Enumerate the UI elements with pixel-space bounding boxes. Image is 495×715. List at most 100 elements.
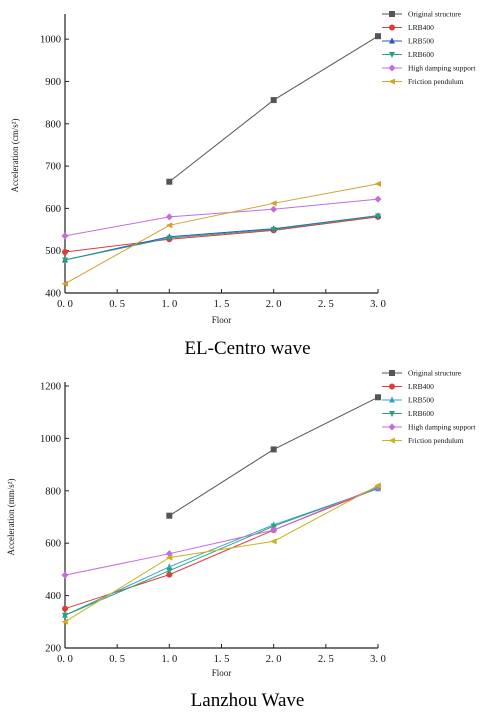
series-line-1 bbox=[64, 216, 379, 253]
data-point bbox=[166, 571, 173, 578]
chart-el-centro: 0. 0 0. 5 1. 0 1. 5 2. 0 2. 5 3. 0 400 500 600 700… bbox=[10, 10, 476, 326]
y-tick-label: 400 bbox=[45, 289, 61, 300]
legend-marker bbox=[388, 78, 395, 85]
data-point bbox=[270, 200, 277, 207]
data-point bbox=[61, 280, 68, 287]
data-point bbox=[62, 612, 68, 619]
legend-label: LRB400 bbox=[408, 23, 434, 32]
legend-marker bbox=[389, 370, 395, 376]
data-point bbox=[270, 205, 278, 213]
y-tick-label: 700 bbox=[45, 162, 61, 173]
data-point bbox=[375, 394, 381, 401]
legend-marker bbox=[389, 11, 395, 17]
chart-caption-el-centro: EL-Centro wave bbox=[184, 338, 311, 359]
x-tick-label: 3. 0 bbox=[370, 299, 386, 310]
y-tick-label: 1200 bbox=[40, 382, 61, 393]
x-tick-label: 1. 5 bbox=[214, 299, 230, 310]
data-point bbox=[166, 512, 173, 519]
series-line-4 bbox=[64, 486, 379, 576]
series-line-2 bbox=[64, 215, 379, 261]
y-tick-label: 600 bbox=[45, 539, 61, 550]
legend-label: High damping support bbox=[408, 64, 476, 73]
data-point bbox=[375, 33, 381, 40]
legend-label: Friction pendulum bbox=[408, 436, 464, 445]
legend-marker bbox=[389, 52, 395, 58]
data-point bbox=[62, 605, 68, 612]
x-tick-label: 2. 0 bbox=[266, 299, 282, 310]
legend-label: LRB600 bbox=[408, 409, 434, 418]
data-point bbox=[166, 568, 173, 575]
legend-label: LRB600 bbox=[408, 50, 434, 59]
data-point bbox=[270, 97, 277, 104]
x-tick-label: 1. 0 bbox=[161, 299, 177, 310]
legend-label: High damping support bbox=[408, 423, 476, 432]
series-line-3 bbox=[64, 487, 379, 616]
series-line-0 bbox=[169, 35, 379, 183]
series-line-5 bbox=[64, 485, 379, 623]
x-tick-label: 3. 0 bbox=[370, 654, 386, 665]
data-point bbox=[374, 180, 381, 187]
legend-marker bbox=[389, 396, 395, 403]
x-axis-label: Floor bbox=[212, 315, 232, 325]
data-point bbox=[166, 235, 173, 242]
chart-caption-lanzhou: Lanzhou Wave bbox=[190, 690, 305, 711]
x-tick-label: 1. 0 bbox=[161, 654, 177, 665]
data-point bbox=[165, 222, 173, 229]
legend-marker bbox=[388, 64, 396, 72]
legend-marker bbox=[389, 383, 395, 390]
data-point bbox=[270, 538, 277, 545]
y-tick-label: 600 bbox=[45, 204, 61, 215]
data-point bbox=[270, 526, 278, 534]
legend-marker bbox=[388, 423, 396, 431]
series-line-1 bbox=[64, 487, 379, 610]
data-point bbox=[166, 178, 173, 185]
data-point bbox=[375, 213, 381, 220]
legend-label: LRB500 bbox=[408, 396, 434, 405]
x-axis-label: Floor bbox=[212, 668, 232, 678]
legend-label: LRB500 bbox=[408, 37, 434, 46]
legend-label: Original structure bbox=[408, 10, 462, 19]
x-tick-label: 0. 0 bbox=[57, 654, 73, 665]
x-tick-label: 0. 0 bbox=[57, 299, 73, 310]
data-point bbox=[270, 446, 277, 453]
data-point bbox=[166, 563, 173, 570]
legend-label: Original structure bbox=[408, 369, 462, 378]
x-tick-label: 1. 5 bbox=[214, 654, 230, 665]
data-point bbox=[61, 618, 68, 625]
y-tick-label: 200 bbox=[45, 644, 61, 655]
y-axis-label: Acceleration (cm/s²) bbox=[10, 119, 20, 193]
x-tick-label: 2. 5 bbox=[318, 299, 334, 310]
data-point bbox=[374, 482, 381, 489]
data-point bbox=[61, 571, 69, 579]
legend-marker bbox=[389, 37, 395, 44]
chart-lanzhou: 0. 0 0. 5 1. 0 1. 5 2. 0 2. 5 3. 0 200 400 600 800… bbox=[6, 369, 476, 679]
x-tick-label: 0. 5 bbox=[109, 654, 125, 665]
x-tick-label: 2. 0 bbox=[266, 654, 282, 665]
legend-marker bbox=[389, 411, 395, 417]
data-point bbox=[62, 257, 68, 264]
y-tick-label: 500 bbox=[45, 246, 61, 257]
legend-marker bbox=[388, 437, 395, 444]
y-tick-label: 800 bbox=[45, 119, 61, 130]
series-line-3 bbox=[64, 215, 379, 261]
data-point bbox=[61, 232, 69, 240]
y-tick-label: 1000 bbox=[40, 434, 61, 445]
y-tick-label: 800 bbox=[45, 486, 61, 497]
x-tick-label: 2. 5 bbox=[318, 654, 334, 665]
series-line-5 bbox=[64, 183, 379, 285]
data-point bbox=[165, 554, 173, 561]
data-point bbox=[374, 195, 382, 203]
legend-label: Friction pendulum bbox=[408, 77, 464, 86]
series-line-0 bbox=[169, 396, 379, 517]
y-axis-label: Acceleration (mm/s²) bbox=[6, 479, 16, 556]
legend-marker bbox=[389, 24, 395, 31]
data-point bbox=[270, 227, 277, 234]
data-point bbox=[165, 213, 173, 221]
data-point bbox=[62, 248, 68, 255]
y-tick-label: 400 bbox=[45, 591, 61, 602]
x-tick-label: 0. 5 bbox=[109, 299, 125, 310]
legend-label: LRB400 bbox=[408, 382, 434, 391]
y-tick-label: 1000 bbox=[40, 35, 61, 46]
y-tick-label: 900 bbox=[45, 77, 61, 88]
series-line-4 bbox=[64, 198, 379, 237]
